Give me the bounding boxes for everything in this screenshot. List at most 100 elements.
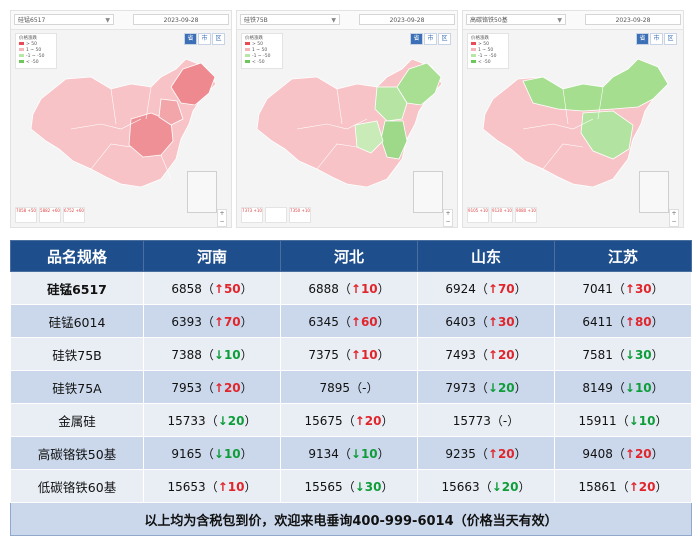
map-toolbar: 高碳铬铁50基 ▼ 2023-09-28: [463, 11, 683, 30]
arrow-up-icon: ↑: [213, 314, 224, 329]
summary-card[interactable]: 7373 +10: [241, 207, 263, 223]
map-panel-2: 硅铁75B ▼ 2023-09-28 省 市 区 价格涨跌 > 50 1 ~ 50…: [236, 10, 458, 228]
table-row: 低碳铬铁60基 15653（↑10） 15565（↓30） 15663（↓20） 158…: [10, 469, 692, 503]
table-row: 硅锰6517 6858（↑50） 6888（↑10） 6924（↑70） 7041（↑3…: [10, 271, 692, 305]
arrow-up-icon: ↑: [487, 314, 498, 329]
price-cell: 15663（↓20）: [417, 469, 555, 503]
price-change: 30: [634, 281, 652, 296]
price-change: 10: [360, 281, 378, 296]
price-value: 15911: [578, 413, 617, 428]
price-cell: 6858（↑50）: [143, 271, 281, 305]
tab-district[interactable]: 区: [438, 33, 451, 45]
price-value: 7895: [319, 380, 351, 395]
price-value: 15565: [304, 479, 343, 494]
product-select[interactable]: 硅锰6517 ▼: [14, 14, 114, 25]
header-product: 品名规格: [10, 240, 144, 272]
product-name: 低碳铬铁60基: [10, 469, 144, 503]
price-cell: 7581（↓30）: [554, 337, 692, 371]
header-shandong: 山东: [417, 240, 555, 272]
china-price-map[interactable]: [11, 29, 231, 205]
map-legend: 价格涨跌 > 50 1 ~ 50 -1 ~ -50 < -50: [15, 33, 57, 69]
price-cell: 6403（↑30）: [417, 304, 555, 338]
price-change: 10: [227, 479, 245, 494]
price-value: 15773: [452, 413, 491, 428]
price-change: 10: [638, 413, 656, 428]
arrow-down-icon: ↓: [628, 413, 639, 428]
arrow-down-icon: ↓: [354, 479, 365, 494]
zoom-control[interactable]: + −: [443, 209, 453, 227]
price-value: 7388: [171, 347, 202, 362]
summary-card[interactable]: 9120 +10: [491, 207, 513, 223]
tab-province[interactable]: 省: [636, 33, 649, 45]
product-select[interactable]: 高碳铬铁50基 ▼: [466, 14, 566, 25]
tab-city[interactable]: 市: [424, 33, 437, 45]
legend-item: 1 ~ 50: [245, 48, 279, 54]
zoom-control[interactable]: + −: [669, 209, 679, 227]
price-cell: 15675（↑20）: [280, 403, 418, 437]
price-change: 10: [360, 446, 378, 461]
price-change: 30: [364, 479, 382, 494]
price-note: 以上均为含税包到价，欢迎来电垂询400-999-6014（价格当天有效）: [10, 502, 692, 536]
tab-city[interactable]: 市: [198, 33, 211, 45]
map-region-main: [30, 58, 217, 188]
product-select[interactable]: 硅铁75B ▼: [240, 14, 340, 25]
header-henan: 河南: [143, 240, 281, 272]
arrow-down-icon: ↓: [624, 380, 635, 395]
map-region-central: [354, 120, 384, 154]
summary-card[interactable]: [265, 207, 287, 223]
legend-item: < -50: [471, 60, 505, 66]
summary-cards: 9105 +10 9120 +10 9080 +10: [467, 207, 539, 223]
legend-item: < -50: [245, 60, 279, 66]
china-price-map[interactable]: [463, 29, 683, 205]
arrow-down-icon: ↓: [217, 413, 228, 428]
tab-city[interactable]: 市: [650, 33, 663, 45]
date-picker[interactable]: 2023-09-28: [585, 14, 681, 25]
map-province-lines: [70, 86, 172, 180]
tab-district[interactable]: 区: [664, 33, 677, 45]
map-province-lines: [296, 88, 368, 170]
tab-district[interactable]: 区: [212, 33, 225, 45]
tab-province[interactable]: 省: [184, 33, 197, 45]
price-change: 10: [634, 380, 652, 395]
product-name: 硅锰6517: [10, 271, 144, 305]
price-cell: 7041（↑30）: [554, 271, 692, 305]
arrow-down-icon: ↓: [487, 380, 498, 395]
summary-card[interactable]: 5882 +60: [39, 207, 61, 223]
price-value: 7581: [582, 347, 613, 362]
price-value: 9235: [445, 446, 476, 461]
product-name: 高碳铬铁50基: [10, 436, 144, 470]
arrow-up-icon: ↑: [213, 281, 224, 296]
date-picker[interactable]: 2023-09-28: [133, 14, 229, 25]
summary-card[interactable]: 7350 +10: [289, 207, 311, 223]
price-cell: 7493（↑20）: [417, 337, 555, 371]
price-change: 20: [638, 479, 656, 494]
price-cell: 15773（-）: [417, 403, 555, 437]
price-value: 6393: [171, 314, 202, 329]
price-change: 10: [223, 446, 241, 461]
arrow-up-icon: ↑: [624, 314, 635, 329]
price-cell: 15911（↓10）: [554, 403, 692, 437]
price-change: 20: [364, 413, 382, 428]
arrow-down-icon: ↓: [350, 446, 361, 461]
price-cell: 6888（↑10）: [280, 271, 418, 305]
arrow-up-icon: ↑: [624, 281, 635, 296]
price-value: 6858: [171, 281, 202, 296]
zoom-control[interactable]: + −: [217, 209, 227, 227]
price-cell: 15565（↓30）: [280, 469, 418, 503]
map-toolbar: 硅铁75B ▼ 2023-09-28: [237, 11, 457, 30]
tab-province[interactable]: 省: [410, 33, 423, 45]
price-value: 9408: [582, 446, 613, 461]
china-price-map[interactable]: [237, 29, 457, 205]
legend-title: 价格涨跌: [471, 36, 489, 41]
chevron-down-icon: ▼: [331, 17, 336, 24]
summary-card[interactable]: 6752 +60: [63, 207, 85, 223]
price-value: 6403: [445, 314, 476, 329]
south-sea-inset: [639, 171, 669, 213]
summary-card[interactable]: 9080 +10: [515, 207, 537, 223]
price-value: 6345: [308, 314, 339, 329]
summary-card[interactable]: 7058 +50: [15, 207, 37, 223]
summary-card[interactable]: 9105 +10: [467, 207, 489, 223]
date-picker[interactable]: 2023-09-28: [359, 14, 455, 25]
price-change: 30: [634, 347, 652, 362]
south-sea-inset: [413, 171, 443, 213]
